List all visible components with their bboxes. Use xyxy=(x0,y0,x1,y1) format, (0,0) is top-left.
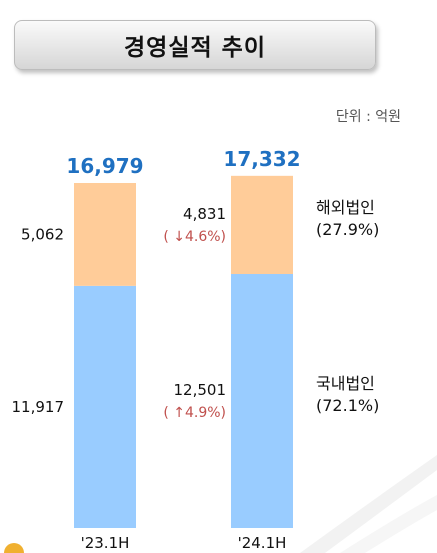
total-label-1: 16,979 xyxy=(66,154,143,178)
unit-label: 단위 : 억원 xyxy=(335,109,401,125)
bar-segment-domestic-1 xyxy=(74,285,136,528)
value-label-overseas-1: 5,062 xyxy=(21,225,64,243)
change-label-domestic-2: ( ↑4.9%) xyxy=(163,405,226,421)
total-label-2: 17,332 xyxy=(223,147,300,171)
category-label-1: '23.1H xyxy=(81,534,130,552)
change-label-overseas-2: ( ↓4.6%) xyxy=(163,229,226,245)
legend-name-overseas: 해외법인 xyxy=(316,198,375,217)
title-banner: 경영실적 추이 xyxy=(14,20,376,70)
value-label-domestic-1: 11,917 xyxy=(12,398,65,416)
legend-share-domestic: (72.1%) xyxy=(316,396,379,415)
category-label-2: '24.1H xyxy=(238,534,287,552)
bar-segment-domestic-2 xyxy=(231,273,293,528)
value-label-overseas-2: 4,831 xyxy=(183,205,226,223)
legend-name-domestic: 국내법인 xyxy=(316,374,375,393)
page-title: 경영실적 추이 xyxy=(124,35,266,61)
bar-segment-overseas-1 xyxy=(74,183,136,286)
bar-segment-overseas-2 xyxy=(231,175,293,274)
value-label-domestic-2: 12,501 xyxy=(174,381,227,399)
legend-share-overseas: (27.9%) xyxy=(316,220,379,239)
